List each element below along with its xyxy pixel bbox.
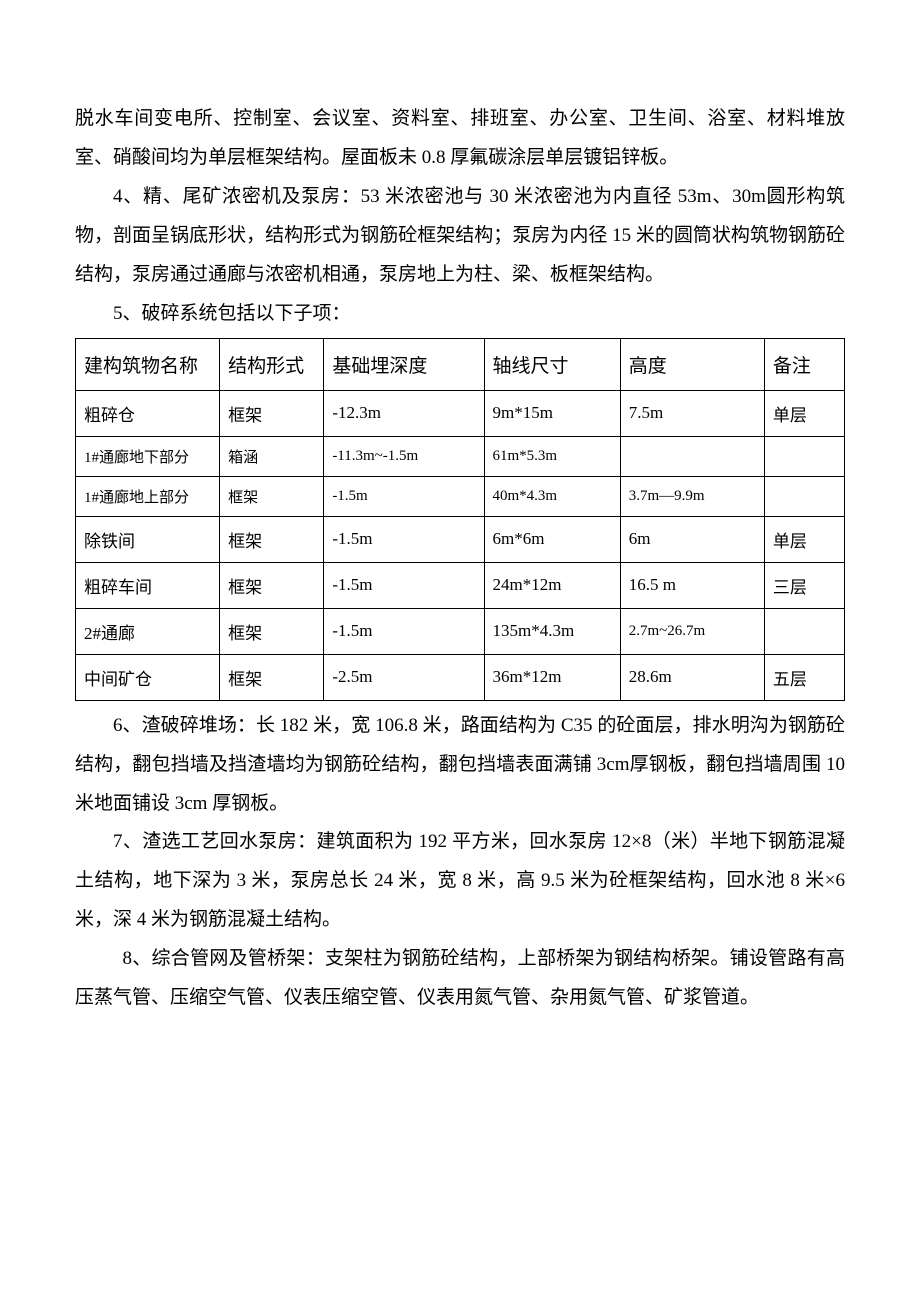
table-row: 粗碎仓框架-12.3m9m*15m7.5m单层 <box>76 390 845 436</box>
table-cell: 框架 <box>220 608 324 654</box>
table-cell: 箱涵 <box>220 436 324 476</box>
table-body: 粗碎仓框架-12.3m9m*15m7.5m单层1#通廊地下部分箱涵-11.3m~… <box>76 390 845 700</box>
structure-table: 建构筑物名称 结构形式 基础埋深度 轴线尺寸 高度 备注 粗碎仓框架-12.3m… <box>75 338 845 701</box>
table-cell: 6m*6m <box>484 516 620 562</box>
table-cell: 28.6m <box>620 654 764 700</box>
paragraph-4: 6、渣破碎堆场：长 182 米，宽 106.8 米，路面结构为 C35 的砼面层… <box>75 707 845 824</box>
table-cell: -1.5m <box>324 516 484 562</box>
table-cell: 24m*12m <box>484 562 620 608</box>
table-cell: 1#通廊地上部分 <box>76 476 220 516</box>
table-cell: 框架 <box>220 562 324 608</box>
table-cell: -1.5m <box>324 476 484 516</box>
table-cell: 16.5 m <box>620 562 764 608</box>
table-cell: 框架 <box>220 654 324 700</box>
table-row: 1#通廊地下部分箱涵-11.3m~-1.5m61m*5.3m <box>76 436 845 476</box>
paragraph-6: 8、综合管网及管桥架：支架柱为钢筋砼结构，上部桥架为钢结构桥架。铺设管路有高压蒸… <box>75 940 845 1018</box>
table-cell: 1#通廊地下部分 <box>76 436 220 476</box>
table-cell: 单层 <box>764 516 844 562</box>
table-cell: -1.5m <box>324 562 484 608</box>
table-cell: 61m*5.3m <box>484 436 620 476</box>
table-cell: 框架 <box>220 390 324 436</box>
table-cell: 2.7m~26.7m <box>620 608 764 654</box>
table-header-cell: 基础埋深度 <box>324 338 484 390</box>
table-row: 粗碎车间框架-1.5m24m*12m16.5 m三层 <box>76 562 845 608</box>
table-cell: 9m*15m <box>484 390 620 436</box>
table-cell: 五层 <box>764 654 844 700</box>
table-header-row: 建构筑物名称 结构形式 基础埋深度 轴线尺寸 高度 备注 <box>76 338 845 390</box>
table-cell: 框架 <box>220 516 324 562</box>
paragraph-3: 5、破碎系统包括以下子项： <box>75 295 845 334</box>
table-cell: 36m*12m <box>484 654 620 700</box>
table-cell: 框架 <box>220 476 324 516</box>
table-cell: -2.5m <box>324 654 484 700</box>
table-cell <box>764 436 844 476</box>
table-row: 中间矿仓框架-2.5m36m*12m28.6m五层 <box>76 654 845 700</box>
table-cell <box>764 476 844 516</box>
table-header-cell: 建构筑物名称 <box>76 338 220 390</box>
table-header-cell: 结构形式 <box>220 338 324 390</box>
table-row: 1#通廊地上部分框架-1.5m40m*4.3m3.7m—9.9m <box>76 476 845 516</box>
table-cell: -11.3m~-1.5m <box>324 436 484 476</box>
table-cell <box>764 608 844 654</box>
table-cell: 单层 <box>764 390 844 436</box>
table-cell: 6m <box>620 516 764 562</box>
table-cell: 135m*4.3m <box>484 608 620 654</box>
table-cell: 粗碎仓 <box>76 390 220 436</box>
table-cell: 2#通廊 <box>76 608 220 654</box>
paragraph-5: 7、渣选工艺回水泵房：建筑面积为 192 平方米，回水泵房 12×8（米）半地下… <box>75 823 845 940</box>
paragraph-2: 4、精、尾矿浓密机及泵房：53 米浓密池与 30 米浓密池为内直径 53m、30… <box>75 178 845 295</box>
table-header-cell: 备注 <box>764 338 844 390</box>
table-row: 2#通廊框架-1.5m135m*4.3m2.7m~26.7m <box>76 608 845 654</box>
table-cell: 粗碎车间 <box>76 562 220 608</box>
table-cell: -12.3m <box>324 390 484 436</box>
table-cell: -1.5m <box>324 608 484 654</box>
table-cell: 40m*4.3m <box>484 476 620 516</box>
table-row: 除铁间框架-1.5m6m*6m6m单层 <box>76 516 845 562</box>
table-cell <box>620 436 764 476</box>
table-cell: 三层 <box>764 562 844 608</box>
table-cell: 中间矿仓 <box>76 654 220 700</box>
table-cell: 3.7m—9.9m <box>620 476 764 516</box>
paragraph-1: 脱水车间变电所、控制室、会议室、资料室、排班室、办公室、卫生间、浴室、材料堆放室… <box>75 100 845 178</box>
table-header-cell: 高度 <box>620 338 764 390</box>
table-header-cell: 轴线尺寸 <box>484 338 620 390</box>
table-cell: 除铁间 <box>76 516 220 562</box>
table-cell: 7.5m <box>620 390 764 436</box>
